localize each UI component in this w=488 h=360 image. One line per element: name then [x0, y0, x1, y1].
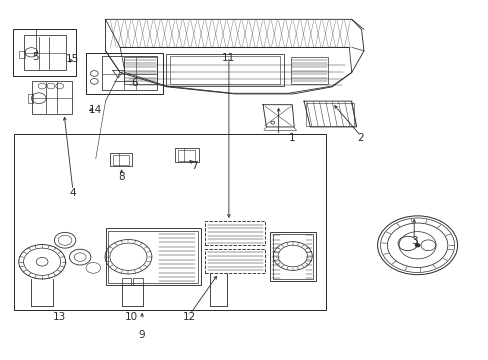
Bar	[108, 230, 197, 283]
Text: 7: 7	[191, 161, 198, 171]
Text: 2: 2	[357, 133, 363, 143]
Bar	[13, 30, 76, 76]
Bar	[175, 148, 198, 162]
Text: 8: 8	[118, 172, 124, 182]
Bar	[306, 103, 353, 126]
Bar	[27, 94, 33, 103]
Bar	[19, 51, 25, 58]
Bar	[269, 231, 316, 281]
Text: 4: 4	[69, 188, 76, 198]
Text: 11: 11	[222, 53, 235, 63]
Bar	[166, 54, 283, 86]
Bar	[113, 155, 129, 165]
Bar	[291, 57, 327, 84]
Bar	[177, 150, 195, 161]
Bar	[123, 57, 157, 84]
Bar	[170, 56, 279, 84]
Bar	[24, 36, 65, 69]
Text: 12: 12	[183, 312, 196, 322]
Circle shape	[414, 243, 419, 247]
Text: 6: 6	[131, 78, 138, 88]
Text: 14: 14	[89, 105, 102, 115]
Bar	[122, 278, 131, 285]
Text: 5: 5	[32, 52, 39, 62]
Bar	[32, 81, 72, 114]
Bar	[133, 278, 143, 285]
Bar	[205, 249, 264, 273]
Bar	[110, 153, 132, 166]
Bar	[205, 221, 264, 245]
Text: 10: 10	[124, 312, 138, 322]
Text: 3: 3	[410, 236, 417, 246]
Text: 13: 13	[53, 312, 66, 322]
Bar	[272, 234, 312, 279]
Text: 15: 15	[66, 54, 80, 64]
Text: 1: 1	[288, 133, 295, 143]
Text: 9: 9	[139, 330, 145, 340]
Bar	[14, 134, 326, 310]
Bar	[105, 228, 200, 285]
Bar	[86, 53, 163, 94]
Bar	[102, 56, 157, 90]
